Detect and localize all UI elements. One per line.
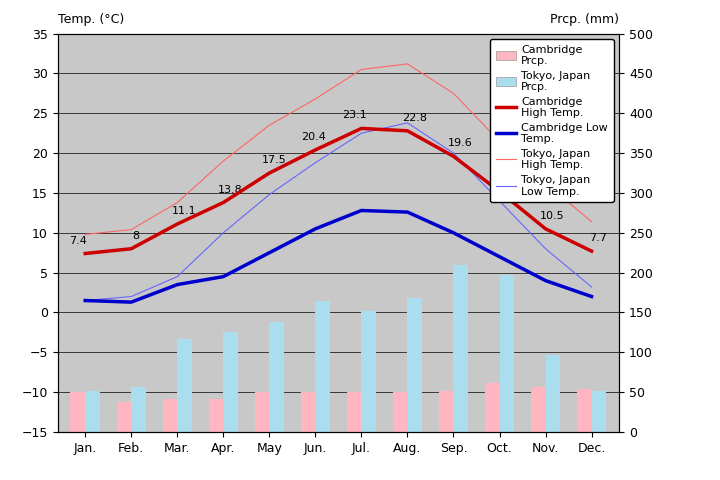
Bar bbox=[117, 402, 131, 432]
Bar bbox=[347, 392, 361, 432]
Bar bbox=[438, 391, 454, 432]
Bar bbox=[269, 322, 284, 432]
Text: 8: 8 bbox=[132, 231, 140, 241]
Bar bbox=[255, 392, 269, 432]
Bar bbox=[531, 387, 546, 432]
Bar bbox=[361, 311, 376, 432]
Bar bbox=[577, 389, 592, 432]
Text: Temp. (°C): Temp. (°C) bbox=[58, 12, 124, 25]
Text: 11.1: 11.1 bbox=[172, 206, 197, 216]
Bar bbox=[315, 300, 330, 432]
Text: 19.6: 19.6 bbox=[448, 138, 473, 148]
Bar bbox=[592, 391, 606, 432]
Text: 10.5: 10.5 bbox=[540, 211, 564, 221]
Text: Prcp. (mm): Prcp. (mm) bbox=[550, 12, 619, 25]
Text: 7.4: 7.4 bbox=[69, 236, 87, 246]
Bar bbox=[177, 339, 192, 432]
Bar bbox=[71, 392, 85, 432]
Bar bbox=[454, 264, 468, 432]
Text: 17.5: 17.5 bbox=[261, 155, 287, 165]
Bar bbox=[408, 298, 422, 432]
Bar bbox=[546, 355, 560, 432]
Text: 22.8: 22.8 bbox=[402, 113, 427, 123]
Text: 20.4: 20.4 bbox=[301, 132, 325, 142]
Text: 7.7: 7.7 bbox=[590, 233, 608, 243]
Bar bbox=[131, 387, 146, 432]
Bar bbox=[85, 391, 100, 432]
Bar bbox=[392, 392, 408, 432]
Text: 15.2: 15.2 bbox=[494, 173, 519, 183]
Legend: Cambridge
Prcp., Tokyo, Japan
Prcp., Cambridge
High Temp., Cambridge Low
Temp., : Cambridge Prcp., Tokyo, Japan Prcp., Cam… bbox=[490, 39, 613, 202]
Bar bbox=[223, 333, 238, 432]
Bar bbox=[485, 383, 500, 432]
Bar bbox=[500, 275, 514, 432]
Text: 13.8: 13.8 bbox=[218, 184, 243, 194]
Bar bbox=[209, 398, 223, 432]
Text: 23.1: 23.1 bbox=[342, 110, 367, 120]
Bar bbox=[163, 398, 177, 432]
Bar bbox=[301, 392, 315, 432]
